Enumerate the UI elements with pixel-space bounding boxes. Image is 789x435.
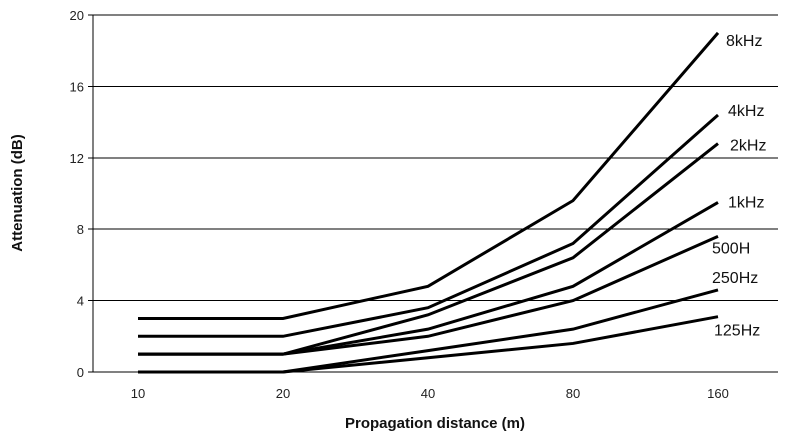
y-tick-label: 4 <box>77 294 84 309</box>
x-tick-label: 20 <box>276 386 290 401</box>
series-line-250Hz <box>138 288 719 374</box>
series-label: 500H <box>712 240 750 257</box>
series-label: 1kHz <box>728 194 764 211</box>
y-tick-label: 16 <box>70 79 84 94</box>
series-label: 4kHz <box>728 103 764 120</box>
series-label: 125Hz <box>714 323 760 340</box>
gridlines <box>93 14 778 302</box>
x-tick-labels: 10 20 40 80 160 <box>131 386 729 401</box>
x-tick-label: 10 <box>131 386 145 401</box>
series-lines <box>138 31 720 374</box>
y-tick-label: 0 <box>77 365 84 380</box>
series-label: 8kHz <box>726 33 762 50</box>
series-label: 250Hz <box>712 270 758 287</box>
y-tick-label: 8 <box>77 222 84 237</box>
series-line-4kHz <box>138 113 719 338</box>
x-tick-label: 160 <box>707 386 729 401</box>
y-tick-label: 20 <box>70 8 84 23</box>
series-line-125Hz <box>138 315 719 374</box>
x-axis-title: Propagation distance (m) <box>345 415 525 432</box>
y-tick-label: 12 <box>70 151 84 166</box>
series-labels: 8kHz 4kHz 2kHz 1kHz 500H 250Hz 125Hz <box>712 33 766 340</box>
y-tick-labels: 0 4 8 12 16 20 <box>70 8 93 380</box>
y-axis-title: Attenuation (dB) <box>9 134 26 251</box>
x-tick-label: 40 <box>421 386 435 401</box>
series-line-8kHz <box>138 31 720 320</box>
series-label: 2kHz <box>730 138 766 155</box>
series-line-500H <box>138 234 719 356</box>
series-line-2kHz <box>138 142 719 356</box>
x-tick-label: 80 <box>566 386 580 401</box>
